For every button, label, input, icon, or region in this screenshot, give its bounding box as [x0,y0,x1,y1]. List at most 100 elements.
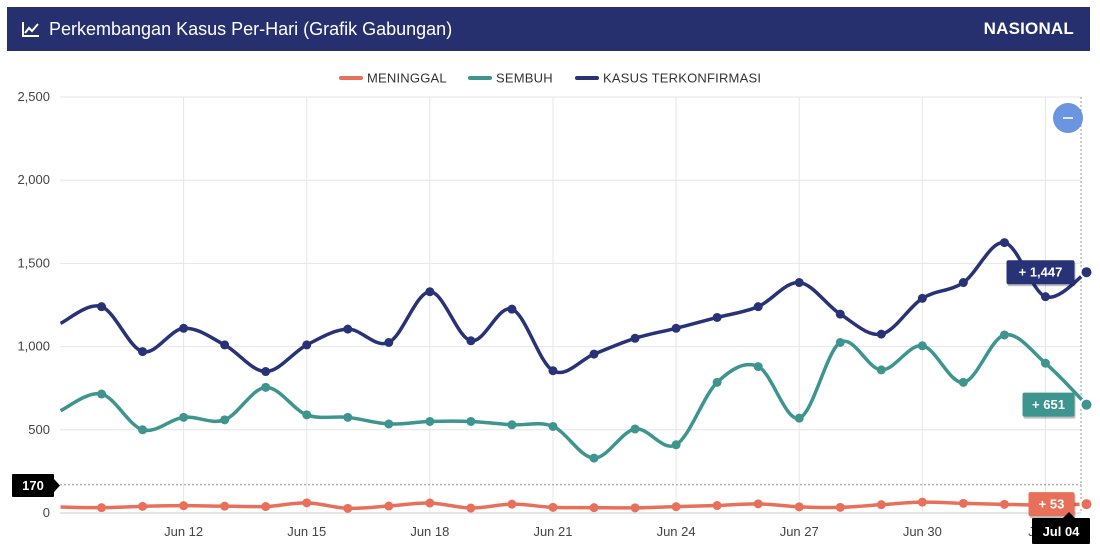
data-point[interactable] [343,412,353,422]
data-point[interactable] [671,502,681,512]
data-point[interactable] [917,497,927,507]
data-point[interactable] [302,498,312,508]
data-point[interactable] [753,362,763,372]
data-point[interactable] [97,389,107,399]
data-point[interactable] [343,503,353,513]
data-point[interactable] [466,503,476,513]
y-crosshair-tag-box [12,474,54,497]
data-point[interactable] [999,499,1009,509]
data-point-active[interactable] [1079,397,1094,412]
x-tick-label: Jun 15 [287,524,326,539]
data-point[interactable] [97,503,107,513]
data-point[interactable] [794,502,804,512]
data-point-active[interactable] [1079,265,1094,280]
data-point[interactable] [302,410,312,420]
data-point[interactable] [425,498,435,508]
data-point[interactable] [220,340,230,350]
last-value-label: + 1,447 [1006,260,1076,287]
data-point[interactable] [712,312,722,322]
chart-title: Perkembangan Kasus Per-Hari (Grafik Gabu… [49,18,453,39]
data-point[interactable] [794,413,804,423]
data-point[interactable] [671,323,681,333]
last-value-label-text: + 651 [1032,397,1065,412]
legend-item[interactable]: SEMBUH [468,71,553,86]
data-point[interactable] [220,415,230,425]
data-point[interactable] [712,501,722,511]
data-point[interactable] [999,238,1009,248]
data-point[interactable] [179,501,189,511]
data-point[interactable] [958,498,968,508]
data-point[interactable] [302,340,312,350]
data-point[interactable] [1040,292,1050,302]
data-point[interactable] [589,503,599,513]
data-point[interactable] [1040,358,1050,368]
y-tick-label: 1,000 [17,339,50,354]
data-point[interactable] [425,287,435,297]
data-point[interactable] [548,366,558,376]
data-point[interactable] [958,377,968,387]
data-point[interactable] [589,349,599,359]
y-tick-label: 0 [43,505,50,520]
data-point[interactable] [712,377,722,387]
data-point[interactable] [917,293,927,303]
data-point[interactable] [507,499,517,509]
data-point[interactable] [671,440,681,450]
x-tick-label: Jun 27 [780,524,819,539]
data-point[interactable] [261,382,271,392]
y-tick-label: 1,500 [17,255,50,270]
zoom-out-button[interactable] [1053,103,1083,133]
last-value-label-box [1006,260,1075,285]
data-point[interactable] [630,503,640,513]
data-point[interactable] [384,501,394,511]
data-point[interactable] [384,419,394,429]
data-point[interactable] [753,302,763,312]
data-point[interactable] [589,453,599,463]
x-crosshair-date: Jul 04 [1043,524,1081,539]
data-point[interactable] [425,416,435,426]
data-point[interactable] [466,416,476,426]
data-point[interactable] [261,367,271,377]
data-point[interactable] [958,278,968,288]
data-point[interactable] [179,412,189,422]
y-tick-label: 2,000 [17,172,50,187]
data-point[interactable] [220,501,230,511]
data-point[interactable] [630,333,640,343]
data-point[interactable] [507,420,517,430]
data-point[interactable] [138,347,148,357]
data-point[interactable] [630,424,640,434]
data-point[interactable] [384,337,394,347]
data-point[interactable] [835,337,845,347]
data-point[interactable] [507,304,517,314]
last-value-label: + 53 [1028,492,1076,519]
data-point[interactable] [179,323,189,333]
data-point[interactable] [999,330,1009,340]
data-point[interactable] [835,309,845,319]
data-point[interactable] [97,302,107,312]
last-value-label-box [1028,492,1075,517]
data-point[interactable] [138,425,148,435]
data-point[interactable] [794,278,804,288]
y-crosshair-value: 170 [22,478,44,493]
data-point[interactable] [138,501,148,511]
data-point[interactable] [917,341,927,351]
data-point[interactable] [343,324,353,334]
data-point[interactable] [753,499,763,509]
data-point-active[interactable] [1079,497,1094,512]
y-tick-label: 500 [28,422,50,437]
chart-legend[interactable]: MENINGGAL SEMBUH KASUS TERKONFIRMASI [339,71,761,86]
series-line [59,333,1088,460]
data-point[interactable] [835,502,845,512]
data-point[interactable] [548,502,558,512]
last-value-labels: + 651 + 1,447 + 53 [1006,260,1076,519]
data-point[interactable] [548,421,558,431]
series-sembuh [59,330,1094,463]
legend-item[interactable]: KASUS TERKONFIRMASI [575,71,761,86]
y-tick-label: 2,500 [17,89,50,104]
legend-item[interactable]: MENINGGAL [339,71,447,86]
data-point[interactable] [876,500,886,510]
data-point[interactable] [876,329,886,339]
data-point[interactable] [261,502,271,512]
data-point[interactable] [466,336,476,346]
data-point[interactable] [876,365,886,375]
